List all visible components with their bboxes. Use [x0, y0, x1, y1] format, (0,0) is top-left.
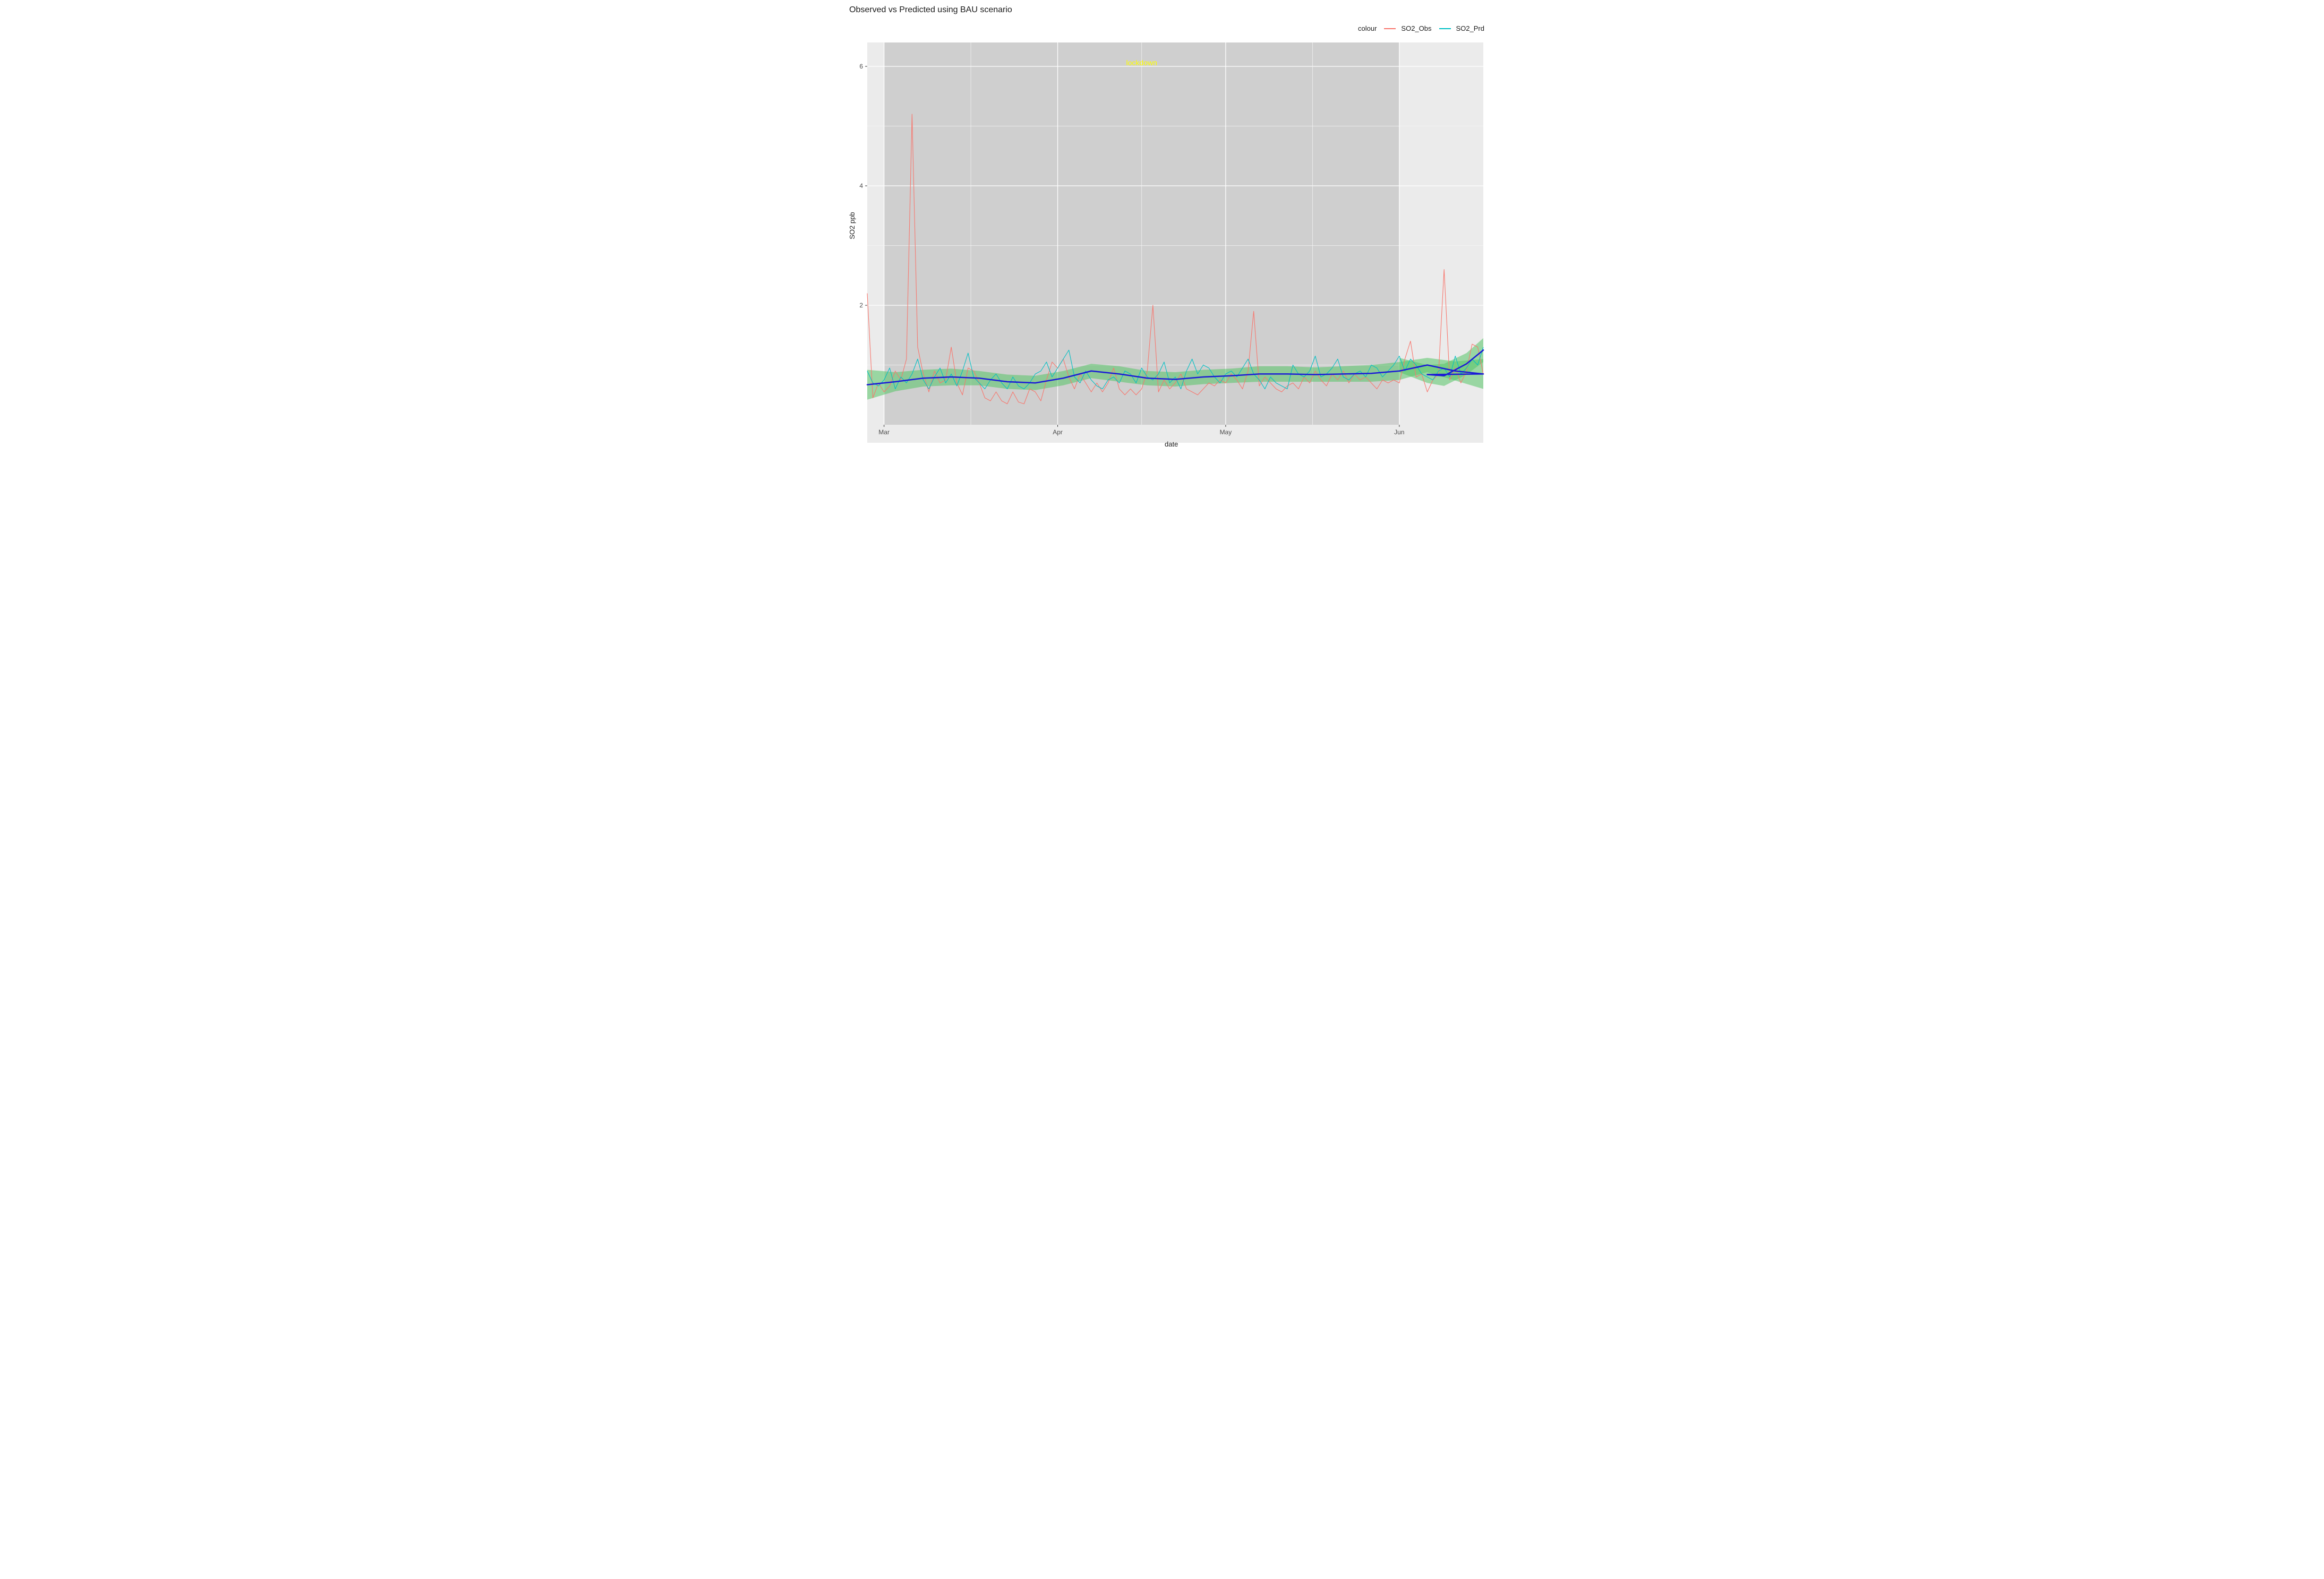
y-tick-label: 6: [859, 63, 863, 70]
y-tick-label: 4: [859, 182, 863, 190]
x-tick-label: Mar: [878, 428, 890, 436]
y-axis-label: SO2 ppb: [848, 212, 856, 239]
legend-title: colour: [1358, 24, 1377, 32]
legend-label-prd: SO2_Prd: [1456, 24, 1484, 32]
x-axis-label: date: [1165, 440, 1178, 448]
legend-label-obs: SO2_Obs: [1401, 24, 1431, 32]
chart-container: Observed vs Predicted using BAU scenario…: [830, 0, 1494, 451]
x-tick-label: Jun: [1394, 428, 1404, 436]
y-tick-label: 2: [859, 302, 863, 309]
x-tick-label: Apr: [1053, 428, 1063, 436]
plot-panel: lockdown246MarAprMayJun: [867, 42, 1483, 443]
legend-swatch-obs: [1384, 28, 1396, 29]
lockdown-label: lockdown: [1126, 58, 1157, 67]
x-tick-label: May: [1220, 428, 1232, 436]
legend: colour SO2_Obs SO2_Prd: [1358, 24, 1484, 32]
chart-title: Observed vs Predicted using BAU scenario: [849, 5, 1012, 15]
legend-swatch-prd: [1439, 28, 1451, 29]
